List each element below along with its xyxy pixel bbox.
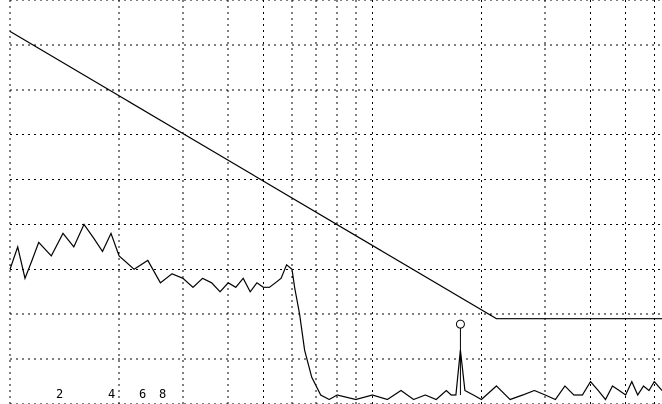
spectrum-trace: [9, 223, 662, 401]
mask-line: [9, 30, 662, 320]
x-tick-label: 4: [108, 387, 115, 401]
x-tick-label: 6: [139, 387, 146, 401]
x-tick-label: 2: [56, 387, 63, 401]
x-tick-label: 8: [159, 387, 166, 401]
peak-marker: [455, 319, 465, 396]
grid-lines: [9, 0, 662, 404]
x-tick-labels: 2 4 6 8: [56, 387, 166, 401]
peak-marker-ring: [455, 319, 465, 329]
